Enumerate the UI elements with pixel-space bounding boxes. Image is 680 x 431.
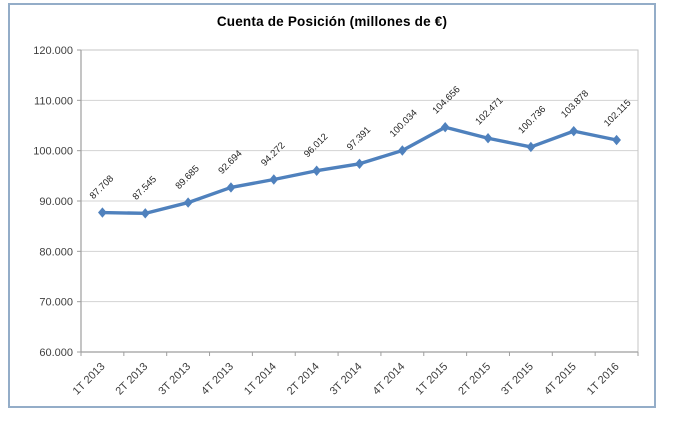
x-axis-label: 3T 2015 (499, 361, 536, 398)
y-axis-label: 110.000 (34, 95, 73, 107)
data-point-marker (612, 134, 621, 146)
y-axis-label: 60.000 (39, 347, 73, 359)
data-point-marker (355, 158, 364, 169)
data-point-label: 103.878 (559, 88, 591, 120)
data-point-label: 102.115 (602, 98, 634, 130)
data-point-label: 94.272 (259, 140, 287, 168)
data-point-marker (526, 141, 536, 153)
x-axis-label: 4T 2015 (542, 361, 579, 398)
x-axis-label: 2T 2014 (285, 361, 322, 398)
y-axis-label: 70.000 (39, 297, 73, 309)
data-point-label: 87.545 (131, 174, 159, 202)
data-point-marker (440, 122, 450, 133)
data-point-label: 96.012 (302, 132, 330, 160)
x-axis-label: 2T 2015 (456, 361, 493, 398)
data-point-label: 89.685 (173, 163, 201, 191)
data-point-marker (140, 208, 150, 219)
data-point-label: 97.391 (345, 125, 373, 153)
x-axis-label: 1T 2014 (242, 361, 279, 398)
x-axis-label: 2T 2013 (113, 361, 150, 398)
y-axis-label: 100.000 (33, 146, 73, 158)
data-point-label: 92.694 (216, 148, 244, 176)
x-axis-label: 1T 2013 (71, 361, 108, 398)
data-point-marker (397, 145, 407, 156)
y-axis-label: 90.000 (39, 196, 73, 208)
data-point-label: 100.034 (388, 108, 420, 140)
x-axis-label: 1T 2015 (413, 361, 450, 398)
data-point-marker (569, 125, 579, 137)
chart-canvas: 60.000 70.000 80.000 90.000 100.000 110.000 12… (33, 45, 639, 398)
x-axis-label: 3T 2013 (156, 361, 193, 398)
y-axis-label: 80.000 (39, 246, 73, 258)
data-point-marker (312, 165, 322, 176)
chart: Cuenta de Posición (millones de €) 60.00… (8, 3, 656, 408)
data-point-marker (183, 197, 193, 208)
data-point-marker (483, 133, 493, 144)
x-axis-label: 4T 2014 (371, 361, 408, 398)
data-point-label: 87.708 (88, 173, 116, 201)
data-point-label: 100.736 (516, 104, 548, 136)
x-axis-label: 1T 2016 (585, 361, 622, 398)
x-axis-label: 3T 2014 (328, 361, 365, 398)
chart-title: Cuenta de Posición (millones de €) (216, 14, 448, 29)
y-axis-label: 120.000 (33, 45, 73, 57)
data-point-marker (98, 207, 107, 218)
data-point-marker (226, 182, 236, 193)
data-point-marker (269, 174, 279, 185)
x-axis-label: 4T 2013 (199, 361, 236, 398)
